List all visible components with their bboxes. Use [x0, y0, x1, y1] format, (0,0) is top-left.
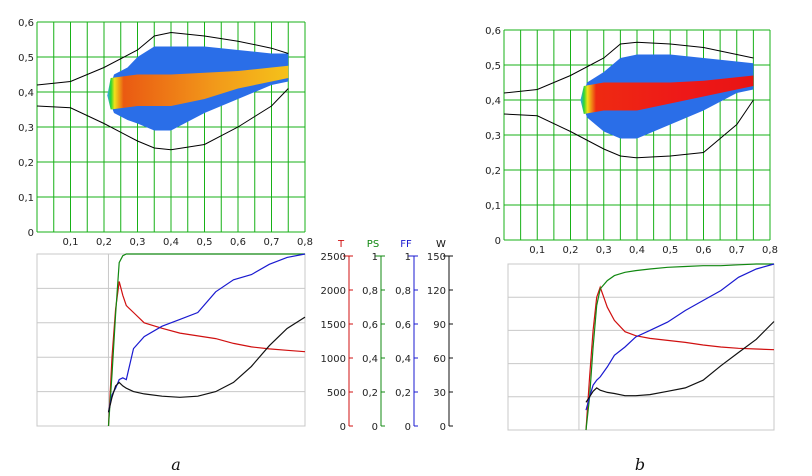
series-line-ps — [107, 253, 305, 427]
y-tick-label: 0,1 — [18, 193, 34, 204]
y-tick-label: 0,4 — [485, 96, 501, 107]
axis-tick-label: 0,6 — [362, 320, 378, 331]
axis-tick-label: 90 — [433, 320, 446, 331]
y-tick-label: 0,6 — [485, 26, 501, 37]
x-tick-label: 0,4 — [163, 237, 179, 248]
series-line-w — [585, 321, 775, 403]
axis-tick-label: 1500 — [321, 320, 346, 331]
x-tick-label: 0,5 — [197, 237, 213, 248]
contour-plot-b: 0,1 0,2 0,3 0,4 0,5 0,6 0,7 0,8 0 0,1 0,2 0,3 0,4 0,5… — [485, 26, 778, 256]
series-line-ps — [585, 263, 774, 431]
boundary-upper-line — [36, 31, 289, 86]
right-axes-group: T25002000150010005000PS10,80,60,40,20FF1… — [321, 239, 453, 433]
x-tick-label: 0,1 — [529, 245, 545, 256]
x-tick-label: 0,8 — [762, 245, 778, 256]
axis-tick-label: 1 — [372, 252, 378, 263]
series-line-t — [107, 281, 306, 427]
axis-tick-label: 120 — [427, 286, 446, 297]
series-line-ff — [107, 253, 306, 413]
y-tick-label: 0 — [28, 228, 34, 239]
axis-title-ps: PS — [367, 239, 379, 250]
axis-tick-label: 1 — [405, 252, 411, 263]
axis-tick-label: 0,4 — [362, 354, 378, 365]
x-tick-label: 0,7 — [729, 245, 745, 256]
axis-tick-label: 0,2 — [395, 388, 411, 399]
y-tick-label: 0,2 — [485, 166, 501, 177]
axis-tick-label: 0 — [372, 422, 378, 433]
line-plot-b — [507, 263, 775, 431]
y-tick-label: 0,6 — [18, 18, 34, 29]
y-tick-label: 0,5 — [18, 53, 34, 64]
series-line-w — [107, 316, 306, 413]
x-tick-label: 0,3 — [596, 245, 612, 256]
boundary-upper-line — [503, 41, 754, 94]
y-tick-label: 0,3 — [485, 131, 501, 142]
axis-tick-label: 0,8 — [362, 286, 378, 297]
axis-tick-label: 60 — [433, 354, 446, 365]
axis-tick-label: 150 — [427, 252, 446, 263]
x-tick-label: 0,2 — [96, 237, 112, 248]
x-tick-label: 0,5 — [662, 245, 678, 256]
y-tick-label: 0,5 — [485, 61, 501, 72]
axis-tick-label: 500 — [327, 388, 346, 399]
x-tick-label: 0,6 — [696, 245, 712, 256]
line-plot-frame — [36, 253, 306, 427]
axis-tick-label: 0 — [405, 422, 411, 433]
axis-tick-label: 1000 — [321, 354, 346, 365]
plume-core-region — [580, 75, 754, 114]
y-tick-label: 0,3 — [18, 123, 34, 134]
x-tick-label: 0,6 — [230, 237, 246, 248]
axis-tick-label: 0,4 — [395, 354, 411, 365]
axis-tick-label: 0 — [340, 422, 346, 433]
series-line-ff — [585, 263, 775, 411]
x-tick-label: 0,7 — [264, 237, 280, 248]
y-tick-label: 0,1 — [485, 201, 501, 212]
axis-tick-label: 0,8 — [395, 286, 411, 297]
axis-tick-label: 0,6 — [395, 320, 411, 331]
axis-title-t: T — [337, 239, 345, 250]
axis-tick-label: 2000 — [321, 286, 346, 297]
y-tick-label: 0 — [495, 236, 501, 247]
series-line-t — [585, 285, 775, 431]
x-tick-label: 0,1 — [63, 237, 79, 248]
boundary-lower-line — [503, 99, 754, 159]
axis-title-w: W — [436, 239, 446, 250]
line-plot-a — [36, 253, 306, 427]
panel-label-b: b — [635, 455, 645, 474]
plume-core-region — [107, 65, 289, 110]
x-tick-label: 0,4 — [629, 245, 645, 256]
y-tick-label: 0,2 — [18, 158, 34, 169]
y-tick-label: 0,4 — [18, 88, 34, 99]
axis-tick-label: 0 — [440, 422, 446, 433]
axis-tick-label: 2500 — [321, 252, 346, 263]
x-tick-label: 0,8 — [297, 237, 313, 248]
line-plot-frame — [507, 263, 775, 431]
boundary-lower-line — [36, 88, 289, 151]
panel-label-a: a — [171, 455, 181, 474]
x-tick-label: 0,2 — [563, 245, 579, 256]
axis-tick-label: 0,2 — [362, 388, 378, 399]
axis-title-ff: FF — [400, 239, 412, 250]
axis-tick-label: 30 — [433, 388, 446, 399]
contour-plot-a: 0,1 0,2 0,3 0,4 0,5 0,6 0,7 0,8 0 0,1 0,2 0,3 0,4 0,5… — [18, 18, 313, 248]
x-tick-label: 0,3 — [130, 237, 146, 248]
